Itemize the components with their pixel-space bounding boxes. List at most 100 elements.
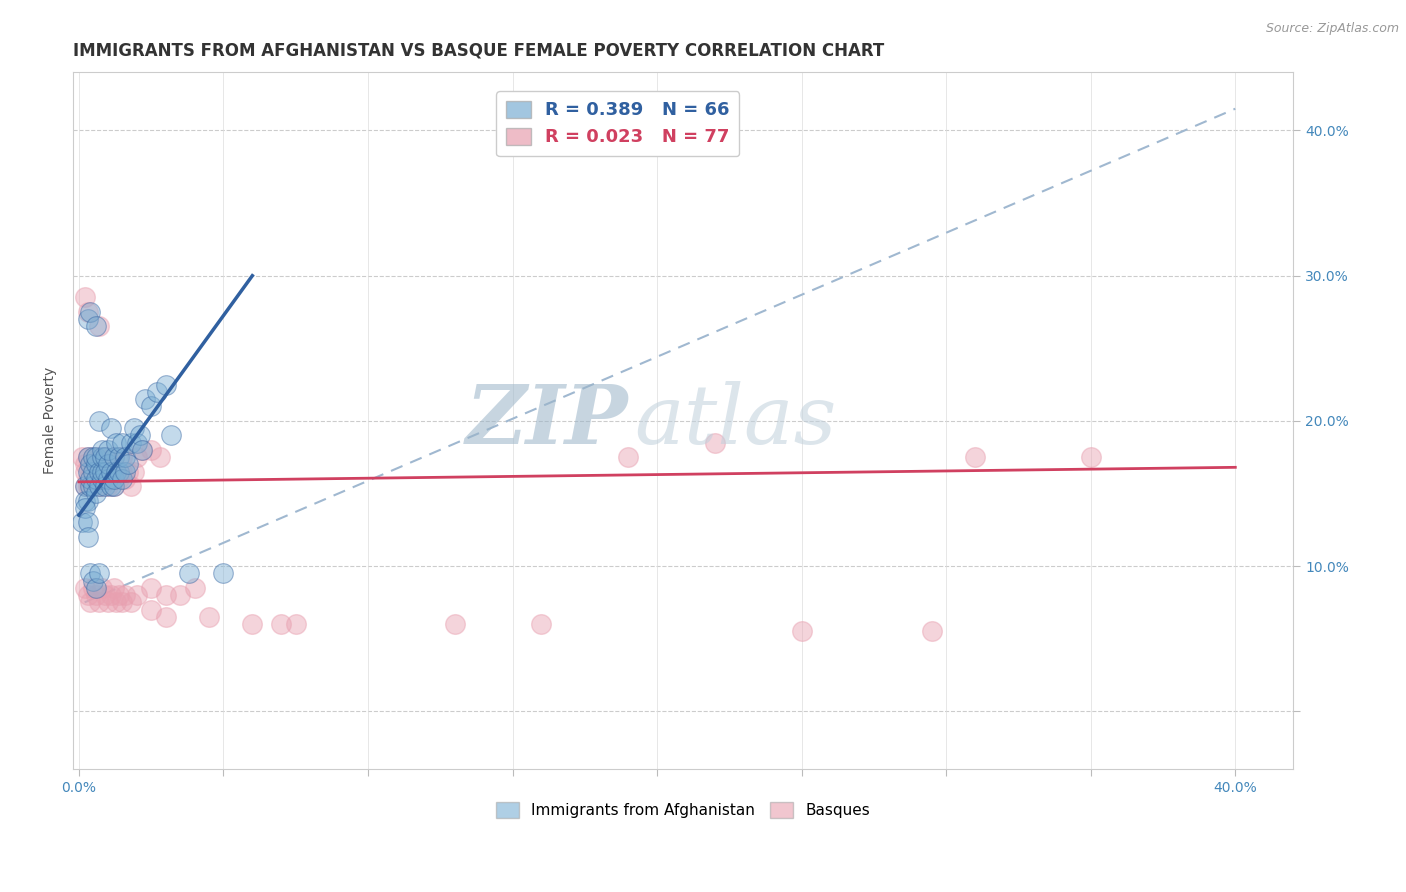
Point bbox=[97, 458, 120, 472]
Point bbox=[131, 442, 153, 457]
Point bbox=[76, 305, 98, 319]
Point bbox=[160, 428, 183, 442]
Point bbox=[212, 566, 235, 581]
Point bbox=[103, 450, 125, 465]
Point bbox=[84, 450, 107, 465]
Point bbox=[84, 319, 107, 334]
Point bbox=[103, 581, 125, 595]
Text: IMMIGRANTS FROM AFGHANISTAN VS BASQUE FEMALE POVERTY CORRELATION CHART: IMMIGRANTS FROM AFGHANISTAN VS BASQUE FE… bbox=[73, 42, 884, 60]
Point bbox=[94, 450, 117, 465]
Point bbox=[82, 465, 104, 479]
Point bbox=[82, 479, 104, 493]
Text: ZIP: ZIP bbox=[465, 381, 628, 461]
Point bbox=[91, 472, 114, 486]
Point bbox=[91, 472, 114, 486]
Point bbox=[82, 581, 104, 595]
Point bbox=[114, 450, 136, 465]
Point bbox=[921, 624, 943, 639]
Point bbox=[84, 472, 107, 486]
Point bbox=[198, 610, 221, 624]
Point bbox=[270, 617, 292, 632]
Point bbox=[94, 450, 117, 465]
Point bbox=[100, 479, 122, 493]
Point bbox=[122, 465, 145, 479]
Point bbox=[103, 479, 125, 493]
Point bbox=[91, 442, 114, 457]
Point bbox=[965, 450, 987, 465]
Point bbox=[240, 617, 263, 632]
Point bbox=[177, 566, 200, 581]
Point bbox=[530, 617, 553, 632]
Point bbox=[87, 479, 110, 493]
Point bbox=[155, 588, 177, 602]
Point bbox=[70, 450, 93, 465]
Point bbox=[76, 588, 98, 602]
Point bbox=[108, 450, 131, 465]
Point bbox=[73, 493, 96, 508]
Point bbox=[122, 421, 145, 435]
Point bbox=[105, 435, 128, 450]
Point bbox=[84, 581, 107, 595]
Point bbox=[76, 450, 98, 465]
Point bbox=[87, 566, 110, 581]
Point bbox=[103, 450, 125, 465]
Point bbox=[79, 479, 101, 493]
Point bbox=[76, 479, 98, 493]
Text: atlas: atlas bbox=[634, 381, 837, 461]
Point bbox=[100, 472, 122, 486]
Point bbox=[79, 472, 101, 486]
Point bbox=[155, 377, 177, 392]
Point bbox=[703, 435, 725, 450]
Point bbox=[91, 479, 114, 493]
Point bbox=[125, 450, 148, 465]
Point bbox=[79, 458, 101, 472]
Point bbox=[73, 465, 96, 479]
Point bbox=[73, 479, 96, 493]
Point bbox=[131, 442, 153, 457]
Point bbox=[97, 479, 120, 493]
Point bbox=[617, 450, 640, 465]
Point bbox=[87, 595, 110, 609]
Point bbox=[94, 479, 117, 493]
Point bbox=[73, 290, 96, 304]
Point bbox=[76, 530, 98, 544]
Point bbox=[125, 588, 148, 602]
Point bbox=[73, 581, 96, 595]
Point bbox=[120, 479, 142, 493]
Point bbox=[108, 472, 131, 486]
Point bbox=[87, 450, 110, 465]
Point bbox=[76, 472, 98, 486]
Point bbox=[73, 479, 96, 493]
Point bbox=[79, 595, 101, 609]
Point bbox=[94, 465, 117, 479]
Point bbox=[76, 312, 98, 326]
Point bbox=[114, 588, 136, 602]
Point bbox=[790, 624, 813, 639]
Point bbox=[114, 465, 136, 479]
Point bbox=[79, 305, 101, 319]
Point bbox=[97, 442, 120, 457]
Point bbox=[100, 588, 122, 602]
Point bbox=[84, 588, 107, 602]
Point bbox=[103, 472, 125, 486]
Point bbox=[84, 472, 107, 486]
Point bbox=[111, 595, 134, 609]
Point bbox=[97, 465, 120, 479]
Point bbox=[91, 465, 114, 479]
Point bbox=[149, 450, 172, 465]
Point bbox=[84, 458, 107, 472]
Point bbox=[120, 435, 142, 450]
Point bbox=[117, 458, 139, 472]
Point bbox=[94, 588, 117, 602]
Point bbox=[141, 400, 163, 414]
Point bbox=[111, 450, 134, 465]
Point bbox=[100, 458, 122, 472]
Point bbox=[82, 450, 104, 465]
Point bbox=[82, 574, 104, 588]
Point bbox=[111, 435, 134, 450]
Point bbox=[183, 581, 205, 595]
Point bbox=[111, 465, 134, 479]
Point bbox=[91, 450, 114, 465]
Point bbox=[87, 414, 110, 428]
Point bbox=[70, 516, 93, 530]
